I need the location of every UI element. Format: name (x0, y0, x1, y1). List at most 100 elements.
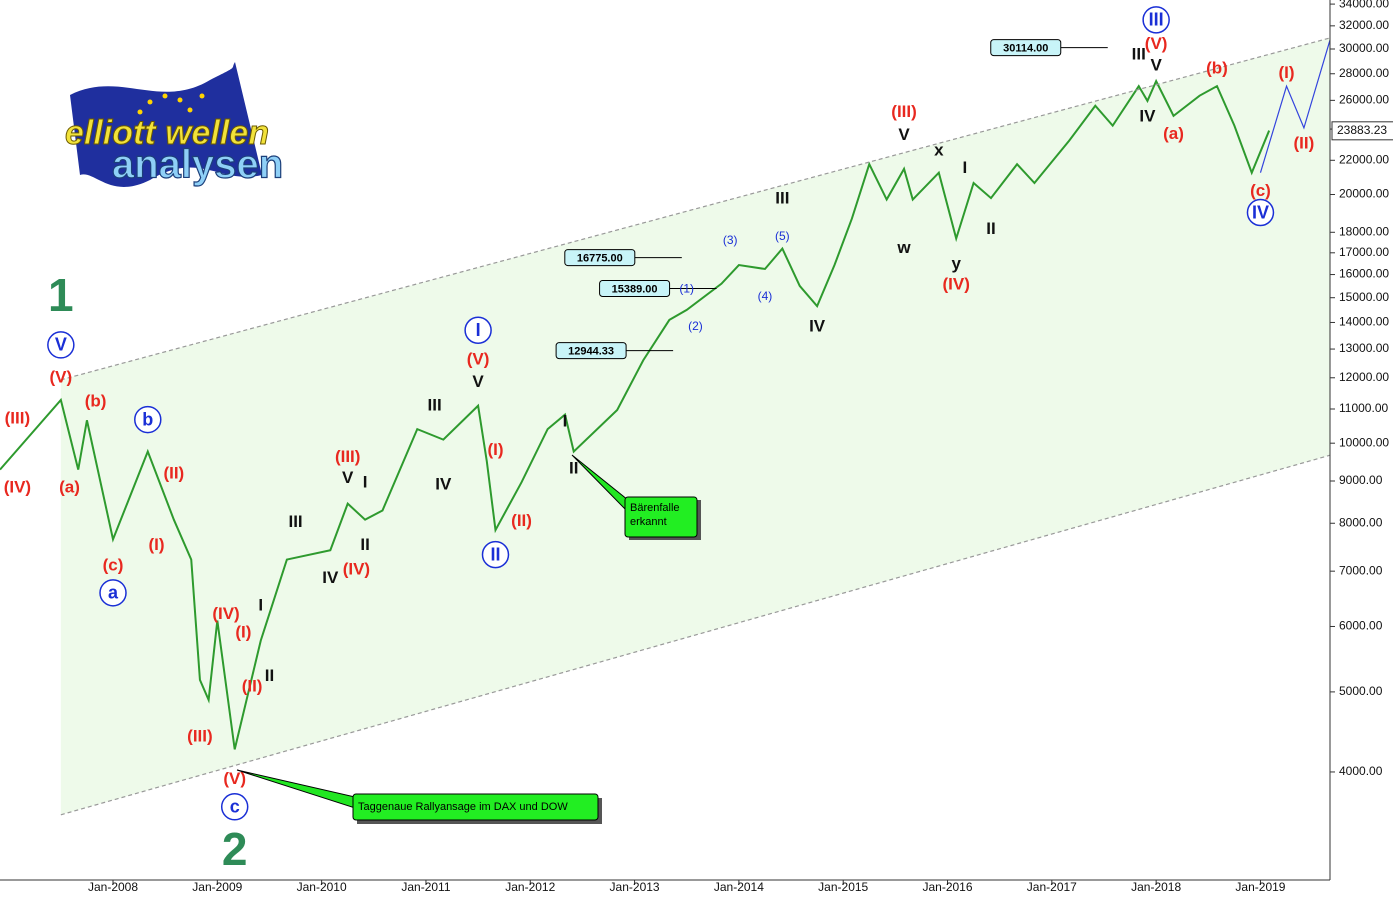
price-box (564, 249, 636, 267)
y-tick-label: 28000.00 (1339, 66, 1389, 80)
wave-label: III (1132, 44, 1146, 63)
wave-label: II (569, 459, 578, 478)
y-tick-label: 16000.00 (1339, 267, 1389, 281)
logo-stars (137, 93, 205, 115)
wave-label: IV (1252, 202, 1269, 222)
x-tick-label: Jan-2015 (818, 880, 868, 894)
x-tick-label: Jan-2008 (88, 880, 138, 894)
wave-label: (IV) (343, 560, 370, 579)
wave-label: (a) (1163, 124, 1184, 143)
x-tick-label: Jan-2010 (297, 880, 347, 894)
wave-label: (III) (335, 447, 361, 466)
y-tick-label: 14000.00 (1339, 315, 1389, 329)
x-tick-label: Jan-2018 (1131, 880, 1181, 894)
y-tick-label: 12000.00 (1339, 370, 1389, 384)
wave-circle (464, 316, 492, 344)
wave-label: (V) (50, 367, 73, 386)
wave-label: (IV) (4, 478, 31, 497)
x-tick-label: Jan-2014 (714, 880, 764, 894)
price-box (990, 39, 1062, 57)
price-box (599, 280, 671, 298)
y-tick-label: 17000.00 (1339, 245, 1389, 259)
wave-label: II (360, 535, 369, 554)
y-tick-label: 10000.00 (1339, 435, 1389, 449)
y-tick-label: 15000.00 (1339, 290, 1389, 304)
wave-circle (220, 793, 249, 821)
wave-circle (1246, 198, 1275, 227)
wave-label: (V) (467, 350, 490, 369)
price-box (555, 342, 627, 360)
callout: Bärenfalle erkannt (571, 454, 701, 540)
wave-label: w (896, 238, 911, 257)
wave-label: I (963, 158, 968, 177)
wave-label: (2) (688, 319, 703, 333)
wave-label: b (142, 409, 153, 429)
wave-label: (1) (679, 281, 694, 295)
wave-label: V (1150, 56, 1162, 75)
wave-label: I (476, 320, 481, 340)
wave-label: III (428, 396, 442, 415)
callout-box (624, 496, 698, 538)
y-tick-label: 22000.00 (1339, 152, 1389, 166)
y-tick-label: 11000.00 (1339, 401, 1388, 415)
x-tick-label: Jan-2011 (401, 880, 450, 894)
wave-circle (1142, 6, 1170, 34)
wave-label: (5) (775, 229, 790, 243)
wave-label: II (265, 666, 274, 685)
wave-degree-label: 2 (222, 823, 248, 875)
wave-label: III (288, 512, 302, 531)
wave-label: x (934, 140, 944, 159)
wave-label: V (342, 468, 354, 487)
wave-label: (I) (1279, 63, 1295, 82)
y-tick-label: 5000.00 (1339, 684, 1383, 698)
wave-label: (II) (1294, 133, 1315, 152)
price-label: 30114.00 (1003, 43, 1048, 55)
wave-label: (b) (1206, 58, 1228, 77)
price-label: 12944.33 (568, 345, 614, 357)
logo-flag (70, 62, 262, 187)
price-line (0, 78, 1271, 750)
x-tick-label: Jan-2013 (610, 880, 660, 894)
price-line (1259, 39, 1331, 173)
wave-label: V (55, 335, 67, 355)
wave-label: (III) (187, 727, 213, 746)
wave-label: (II) (242, 677, 263, 696)
y-tick-label: 13000.00 (1339, 341, 1389, 355)
wave-label: II (490, 544, 500, 564)
wave-label: (I) (235, 622, 251, 641)
wave-label: IV (435, 474, 452, 493)
callout-box (352, 793, 599, 821)
y-tick-label: 34000.00 (1339, 0, 1389, 10)
x-tick-label: Jan-2017 (1027, 880, 1077, 894)
wave-label: (4) (758, 289, 773, 303)
wave-label: (c) (1250, 181, 1271, 200)
y-tick-label: 6000.00 (1339, 619, 1383, 633)
wave-label: a (108, 583, 119, 603)
callout-text: Bärenfalle (630, 502, 680, 514)
wave-label: III (1149, 10, 1164, 30)
callout-text: erkannt (630, 516, 667, 528)
y-tick-label: 32000.00 (1339, 18, 1389, 32)
wave-circle (47, 331, 75, 359)
wave-label: I (563, 411, 568, 430)
wave-label: I (258, 595, 263, 614)
wave-label: V (472, 372, 484, 391)
plot-area: 12944.33 15389.00 16775.00 30114.00 1 V (V) (II… (0, 6, 1331, 875)
last-price-box (1331, 121, 1393, 141)
wave-label: (II) (511, 511, 532, 530)
wave-label: (3) (723, 233, 738, 247)
wave-label: (III) (5, 408, 31, 427)
channel-line (60, 37, 1331, 381)
wave-label: IV (322, 568, 339, 587)
wave-circle (134, 405, 162, 434)
x-tick-label: Jan-2019 (1235, 880, 1285, 894)
wave-label: (a) (59, 478, 80, 497)
wave-circle (99, 579, 127, 607)
wave-label: (c) (103, 556, 124, 575)
x-tick-label: Jan-2009 (192, 880, 242, 894)
wave-label: V (898, 125, 910, 144)
wave-degree-label: 1 (48, 269, 74, 321)
callout-text: Taggenaue Rallyansage im DAX und DOW (358, 801, 568, 813)
